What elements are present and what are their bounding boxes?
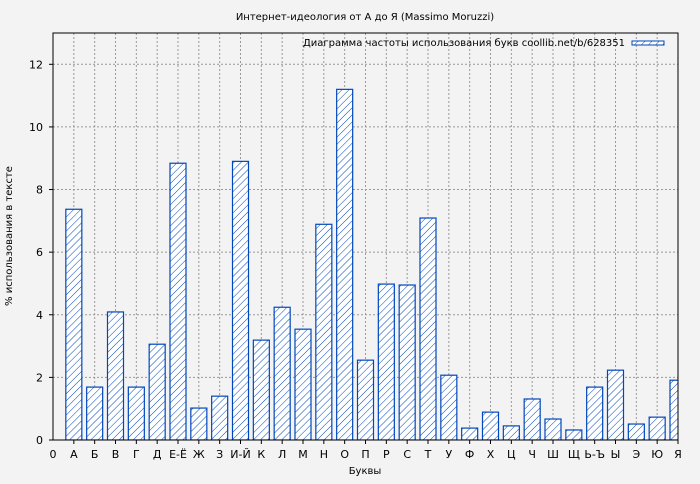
bar <box>377 283 395 440</box>
bar <box>648 416 666 440</box>
bar <box>294 328 312 440</box>
bar <box>586 386 604 440</box>
chart-title: Интернет-идеология от А до Я (Massimo Mo… <box>236 12 494 23</box>
bar <box>65 208 83 440</box>
x-tick-label: Б <box>91 448 99 461</box>
x-tick-label: У <box>445 448 452 461</box>
x-origin-label: 0 <box>50 448 57 461</box>
x-tick-label: Т <box>424 448 432 461</box>
x-tick-label: Ь-Ъ <box>584 448 605 461</box>
y-axis-label: % использования в тексте <box>4 166 15 306</box>
legend-label: Диаграмма частоты использования букв coo… <box>303 38 625 49</box>
y-tick-label: 6 <box>36 246 43 259</box>
x-tick-label: Р <box>383 448 390 461</box>
bar <box>148 343 166 440</box>
x-tick-label: Л <box>278 448 286 461</box>
bar <box>481 411 500 440</box>
y-tick-label: 2 <box>36 371 43 384</box>
bar <box>127 386 145 440</box>
x-tick-label: Н <box>320 448 328 461</box>
ticks: 0 2 4 6 8 10 12 А Б В Г Д Е-Ё Ж З И-Й К Л М Н О П Р С Т У Ф Х Ц Ч Ш Щ Ь-… <box>29 58 682 461</box>
x-axis-label: Буквы <box>349 466 382 477</box>
bar <box>356 359 375 440</box>
bar <box>336 88 354 440</box>
x-tick-label: Ч <box>528 448 536 461</box>
x-tick-label: Ж <box>193 448 205 461</box>
bar <box>252 339 270 440</box>
bar <box>461 427 479 440</box>
bar <box>565 429 583 440</box>
x-tick-label: С <box>403 448 411 461</box>
bar <box>544 418 562 440</box>
bar <box>440 374 458 440</box>
grid <box>53 33 678 440</box>
x-tick-label: П <box>361 448 369 461</box>
x-tick-label: О <box>340 448 349 461</box>
x-tick-label: И-Й <box>230 448 250 461</box>
x-tick-label: А <box>70 448 78 461</box>
x-tick-label: Г <box>133 448 140 461</box>
x-tick-label: Ц <box>507 448 516 461</box>
bar <box>169 162 187 440</box>
x-tick-label: Э <box>632 448 640 461</box>
bar <box>606 369 625 440</box>
x-tick-label: З <box>216 448 223 461</box>
bar <box>315 223 333 440</box>
bar <box>398 284 416 440</box>
bar <box>627 423 645 440</box>
x-tick-label: Ф <box>465 448 474 461</box>
x-tick-label: Х <box>487 448 495 461</box>
bar <box>273 306 291 440</box>
x-tick-label: Ш <box>547 448 559 461</box>
x-tick-label: Д <box>153 448 162 461</box>
bar <box>86 386 104 440</box>
x-tick-label: Ы <box>611 448 621 461</box>
bar <box>231 160 250 440</box>
x-tick-label: М <box>298 448 308 461</box>
x-tick-label: Е-Ё <box>169 448 187 461</box>
bar <box>190 407 208 440</box>
y-tick-label: 10 <box>29 121 43 134</box>
bars <box>65 88 678 440</box>
x-tick-label: Щ <box>568 448 580 461</box>
legend: Диаграмма частоты использования букв coo… <box>303 38 665 49</box>
bar <box>669 379 678 440</box>
x-tick-label: Я <box>674 448 682 461</box>
bar <box>523 398 541 440</box>
bar <box>502 425 520 440</box>
bar <box>211 395 229 440</box>
bar <box>419 217 437 440</box>
x-tick-label: К <box>257 448 265 461</box>
legend-swatch <box>631 40 665 46</box>
y-tick-label: 0 <box>36 434 43 447</box>
x-tick-label: Ю <box>651 448 663 461</box>
y-tick-label: 8 <box>36 184 43 197</box>
y-tick-label: 12 <box>29 58 43 71</box>
y-tick-label: 4 <box>36 309 43 322</box>
bar <box>106 311 125 440</box>
x-tick-label: В <box>112 448 120 461</box>
